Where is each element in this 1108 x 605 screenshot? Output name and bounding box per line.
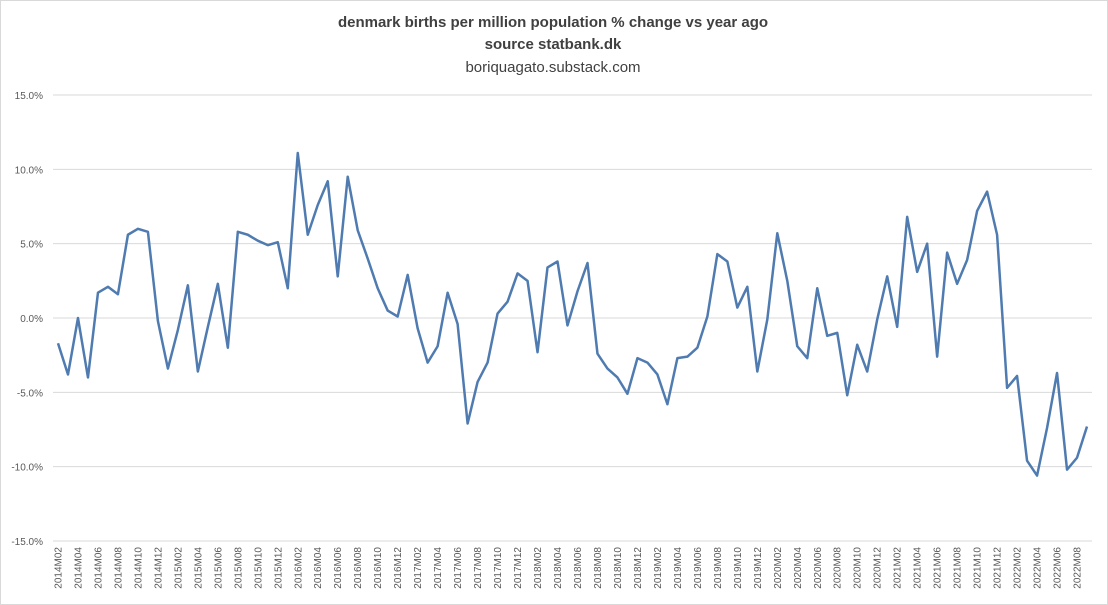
x-tick-label: 2016M08: [353, 547, 364, 589]
x-tick-label: 2020M10: [853, 547, 864, 589]
x-tick-label: 2019M06: [693, 547, 704, 589]
x-tick-label: 2022M06: [1053, 547, 1064, 589]
x-tick-label: 2019M04: [673, 547, 684, 589]
y-tick-label: 15.0%: [15, 91, 43, 102]
x-tick-label: 2014M10: [133, 547, 144, 589]
x-tick-label: 2017M10: [493, 547, 504, 589]
x-tick-label: 2019M08: [713, 547, 724, 589]
x-tick-label: 2020M02: [773, 547, 784, 589]
y-tick-label: 10.0%: [15, 165, 43, 176]
x-tick-label: 2021M02: [893, 547, 904, 589]
x-tick-label: 2016M02: [293, 547, 304, 589]
x-tick-label: 2017M08: [473, 547, 484, 589]
x-tick-label: 2017M04: [433, 547, 444, 589]
x-tick-label: 2014M12: [153, 547, 164, 589]
x-tick-label: 2017M06: [453, 547, 464, 589]
x-tick-label: 2020M06: [813, 547, 824, 589]
x-tick-label: 2021M04: [913, 547, 924, 589]
x-tick-label: 2015M04: [193, 547, 204, 589]
x-tick-label: 2021M06: [933, 547, 944, 589]
x-tick-label: 2021M12: [993, 547, 1004, 589]
y-tick-label: -10.0%: [11, 463, 43, 474]
x-tick-label: 2019M10: [733, 547, 744, 589]
x-tick-label: 2016M12: [393, 547, 404, 589]
chart-title: denmark births per million population % …: [338, 14, 768, 31]
x-tick-label: 2014M04: [73, 547, 84, 589]
x-tick-label: 2017M02: [413, 547, 424, 589]
x-tick-label: 2016M04: [313, 547, 324, 589]
x-tick-label: 2016M06: [333, 547, 344, 589]
x-tick-label: 2015M10: [253, 547, 264, 589]
x-tick-label: 2022M02: [1013, 547, 1024, 589]
x-tick-label: 2018M02: [533, 547, 544, 589]
x-tick-label: 2015M06: [213, 547, 224, 589]
x-tick-label: 2021M08: [953, 547, 964, 589]
x-tick-label: 2020M04: [793, 547, 804, 589]
x-tick-label: 2020M12: [873, 547, 884, 589]
x-tick-label: 2018M06: [573, 547, 584, 589]
x-tick-label: 2020M08: [833, 547, 844, 589]
y-tick-label: 5.0%: [20, 240, 43, 251]
x-tick-label: 2018M04: [553, 547, 564, 589]
x-tick-label: 2016M10: [373, 547, 384, 589]
y-tick-label: -5.0%: [17, 388, 43, 399]
data-line: [56, 151, 1089, 477]
x-tick-label: 2017M12: [513, 547, 524, 589]
x-tick-label: 2015M08: [233, 547, 244, 589]
x-tick-label: 2019M02: [653, 547, 664, 589]
x-tick-label: 2014M08: [113, 547, 124, 589]
x-tick-label: 2015M12: [273, 547, 284, 589]
chart-subtitle: source statbank.dk: [485, 36, 622, 53]
x-tick-label: 2022M08: [1073, 547, 1084, 589]
x-tick-label: 2014M02: [53, 547, 64, 589]
x-tick-label: 2015M02: [173, 547, 184, 589]
x-tick-label: 2019M12: [753, 547, 764, 589]
x-tick-label: 2018M12: [633, 547, 644, 589]
x-tick-label: 2018M10: [613, 547, 624, 589]
x-tick-label: 2018M08: [593, 547, 604, 589]
y-tick-label: -15.0%: [11, 537, 43, 548]
x-tick-label: 2022M04: [1033, 547, 1044, 589]
x-tick-label: 2014M06: [93, 547, 104, 589]
y-tick-label: 0.0%: [20, 314, 43, 325]
annotation: boriquagato.substack.com: [465, 59, 640, 76]
x-tick-label: 2021M10: [973, 547, 984, 589]
